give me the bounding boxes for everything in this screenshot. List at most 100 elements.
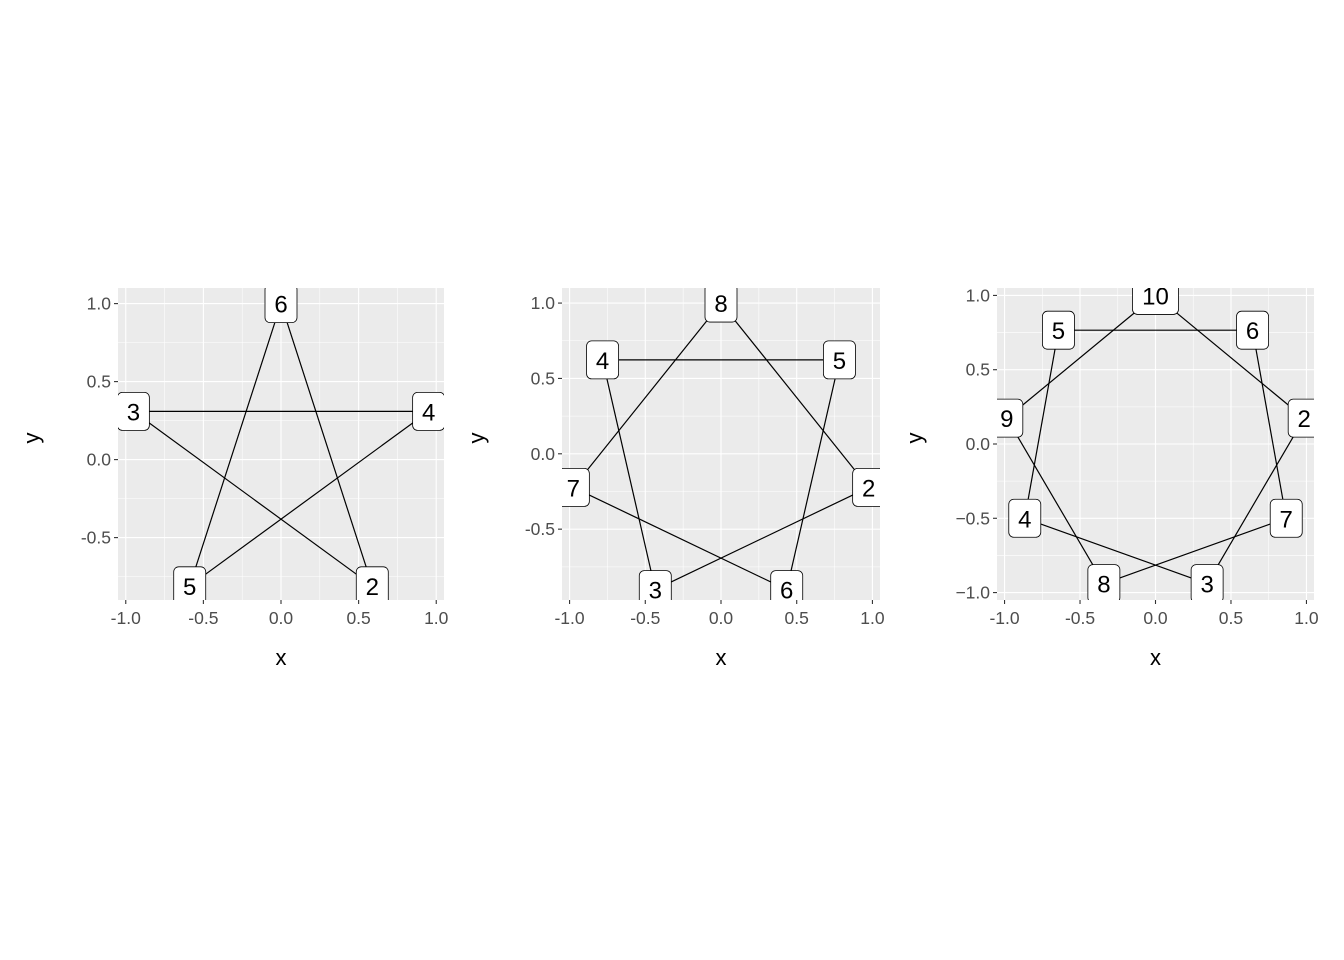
y-tick-label: 0.5 [531,368,555,388]
node-text: 2 [1298,406,1311,433]
edge-4-5 [1024,330,1060,519]
node-label-5: 5 [173,566,207,601]
x-tick-label: -0.5 [1065,608,1095,628]
node-box [586,340,619,380]
node-label-8: 8 [1087,564,1121,600]
edge-7-8 [572,302,722,488]
edge-3-4 [1024,517,1208,585]
x-tick-label: 1.0 [860,608,885,628]
y-axis-title: y [902,433,927,444]
x-tick-label: 0.5 [346,608,370,628]
x-tick-label: 0.0 [269,608,294,628]
edge-5-6 [786,359,841,590]
x-tick-label: -1.0 [111,608,141,628]
node-box [562,468,590,507]
y-tick-label: 1.0 [531,293,556,313]
node-box [1132,288,1179,315]
node-box [823,340,856,380]
node-box [1190,564,1224,600]
node-box [173,566,207,600]
edge-7-8 [1103,517,1287,585]
edge-2-3 [133,410,373,587]
x-tick-label: 1.0 [424,608,449,628]
node-box [1236,310,1269,350]
node-box [1087,564,1121,600]
node-label-10: 10 [1132,288,1179,315]
node-box [704,288,738,323]
y-axis-title: y [464,433,489,444]
edge-6-7 [573,486,787,591]
x-tick-label: 0.5 [785,608,809,628]
edge-8-9 [1006,417,1105,584]
grid-lines [118,288,444,600]
edge-2-3 [655,486,869,591]
node-text: 3 [127,399,140,426]
node-label-8: 8 [704,288,738,323]
y-tick-label: −1.0 [955,583,990,603]
y-axis-title: y [19,433,44,444]
y-tick-label: 0.0 [531,444,556,464]
x-tick-label: -1.0 [554,608,584,628]
node-label-4: 4 [1008,498,1042,538]
node-text: 2 [366,574,379,601]
node-label-6: 6 [1236,310,1269,350]
y-tick-label: -0.5 [525,519,555,539]
y-tick-label: 0.0 [966,434,991,454]
node-label-2: 2 [355,566,389,601]
node-label-2: 2 [1287,398,1314,438]
chart-panel-1: -1.0 -0.5 0.0 0.5 1.0 -0.5 0.0 0.5 1.0 x y 2 3 4 5 6 [19,288,449,670]
node-text: 8 [1097,572,1110,599]
edge-3-4 [601,359,656,590]
x-tick-label: 0.0 [709,608,734,628]
edge-9-10 [1006,294,1156,419]
node-text: 4 [1018,506,1031,533]
node-text: 6 [274,292,287,319]
node-label-5: 5 [823,340,856,380]
node-label-9: 9 [997,398,1024,438]
node-box [264,288,298,323]
chart-panel-3: -1.0 -0.5 0.0 0.5 1.0 −1.0 −0.5 0.0 0.5 1.0 x y 2 3 4 5… [902,285,1319,670]
x-axis-title: x [1150,645,1161,670]
node-text: 5 [1052,318,1065,345]
node-box [1008,498,1042,538]
y-tick-label: −0.5 [955,508,990,528]
node-box [638,570,672,600]
plot-area: 2 3 4 5 6 7 8 [562,288,880,605]
node-box [412,391,444,431]
edge-10-2 [1155,294,1305,419]
y-tick-label: -0.5 [81,528,111,548]
y-tick-label: 1.0 [966,285,991,305]
node-box [852,468,880,507]
x-tick-label: 1.0 [1294,608,1319,628]
edge-2-3 [1206,417,1305,584]
y-tick-label: 0.5 [87,372,111,392]
node-label-7: 7 [1269,498,1303,538]
node-text: 8 [714,291,727,318]
node-label-3: 3 [638,570,672,605]
node-text: 7 [567,475,580,502]
x-tick-label: -0.5 [630,608,660,628]
edge-4-5 [189,410,429,587]
node-text: 4 [596,348,609,375]
x-tick-label: 0.0 [1143,608,1168,628]
plot-area: 2 3 4 5 6 [118,288,444,601]
node-label-4: 4 [586,340,619,380]
node-box [770,570,804,600]
node-label-6: 6 [770,570,804,600]
y-tick-label: 1.0 [87,294,112,314]
node-text: 3 [649,578,662,605]
node-text: 7 [1280,506,1293,533]
grid-lines [997,288,1314,600]
edge-6-2 [280,303,373,586]
x-tick-label: -0.5 [188,608,218,628]
x-axis-title: x [716,645,727,670]
node-label-3: 3 [118,391,150,431]
node-label-6: 6 [264,288,298,323]
edge-5-6 [189,303,282,586]
node-text: 9 [1000,406,1013,433]
node-label-7: 7 [562,468,590,507]
chart-panel-2: -1.0 -0.5 0.0 0.5 1.0 -0.5 0.0 0.5 1.0 x y 2 3 4 5 6 7 8 [464,288,885,670]
node-text: 5 [183,574,196,601]
node-box [1287,398,1314,438]
